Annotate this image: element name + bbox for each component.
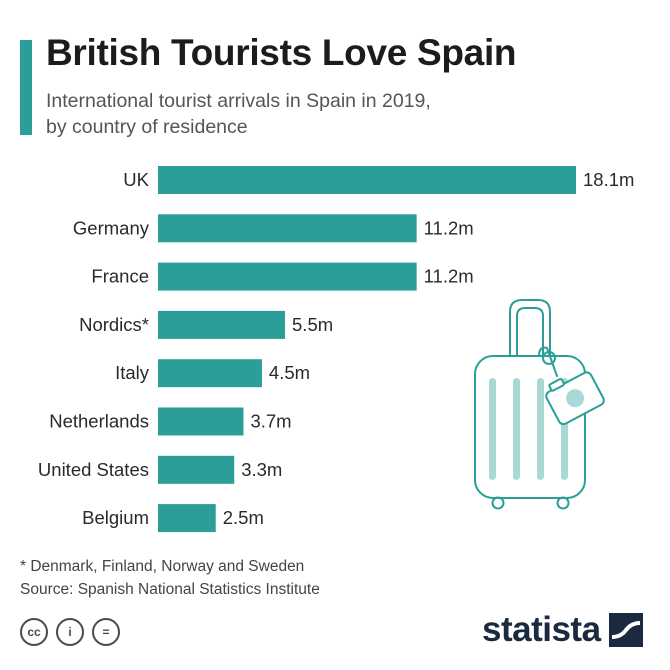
- value-label: 5.5m: [292, 314, 333, 335]
- subtitle-line-1: International tourist arrivals in Spain …: [46, 90, 431, 112]
- bar: [158, 310, 286, 339]
- subtitle-line-2: by country of residence: [46, 116, 248, 138]
- suitcase-with-camera-tag-icon: [474, 299, 605, 510]
- category-label: Italy: [115, 362, 150, 383]
- bar: [158, 359, 262, 388]
- footnote-note: * Denmark, Finland, Norway and Sweden: [20, 558, 305, 575]
- bar: [158, 455, 235, 484]
- page-title: British Tourists Love Spain: [46, 32, 517, 73]
- value-label: 18.1m: [583, 169, 634, 190]
- category-label: UK: [123, 169, 149, 190]
- value-label: 3.7m: [250, 411, 291, 432]
- title-accent-bar: [20, 40, 32, 135]
- category-label: Nordics*: [79, 314, 149, 335]
- category-label: United States: [38, 459, 149, 480]
- category-label: France: [91, 266, 149, 287]
- logo-text: statista: [482, 610, 601, 649]
- value-label: 3.3m: [241, 459, 282, 480]
- bar: [158, 214, 417, 243]
- value-label: 11.2m: [424, 217, 474, 238]
- value-label: 11.2m: [424, 266, 474, 287]
- statista-logo-icon: [608, 613, 643, 647]
- category-label: Netherlands: [49, 411, 149, 432]
- source-note: Source: Spanish National Statistics Inst…: [20, 581, 320, 598]
- creative-commons-icon[interactable]: cc: [20, 618, 48, 646]
- bar: [158, 262, 417, 291]
- footnote: * Denmark, Finland, Norway and Sweden So…: [20, 555, 320, 601]
- value-label: 2.5m: [223, 507, 264, 528]
- attribution-icon[interactable]: i: [56, 618, 84, 646]
- bar-chart: UK 18.1m Germany 11.2m France 11.2m Nordics* 5.…: [38, 166, 634, 533]
- category-label: Belgium: [82, 507, 149, 528]
- page-subtitle: International tourist arrivals in Spain …: [46, 88, 431, 140]
- value-label: 4.5m: [269, 362, 310, 383]
- license-icons: cc i =: [20, 618, 120, 646]
- bar: [158, 407, 244, 436]
- statista-logo[interactable]: statista: [482, 610, 643, 650]
- category-label: Germany: [73, 217, 150, 238]
- bar: [158, 504, 216, 533]
- bar: [158, 166, 576, 194]
- no-derivatives-icon[interactable]: =: [92, 618, 120, 646]
